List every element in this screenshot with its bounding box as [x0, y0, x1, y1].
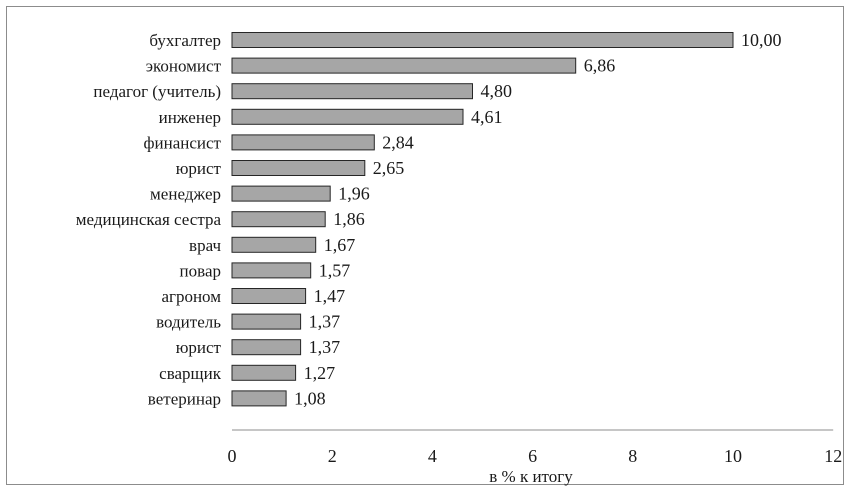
- value-label: 1,08: [294, 388, 326, 408]
- category-label: менеджер: [150, 185, 221, 204]
- category-label: финансист: [144, 133, 222, 152]
- value-label: 1,67: [324, 235, 356, 255]
- bar: [231, 211, 326, 228]
- bar: [231, 57, 577, 74]
- category-label: повар: [180, 261, 221, 280]
- value-label: 10,00: [741, 30, 782, 50]
- category-label: врач: [189, 236, 221, 255]
- value-label: 1,37: [309, 337, 341, 357]
- bar: [231, 160, 366, 176]
- bar: [231, 83, 473, 100]
- category-label: экономист: [146, 57, 222, 76]
- value-labels: 10,00 6,86 4,80 4,61 2,84 2,651,96 1,86 1,67 1,5…: [294, 30, 781, 408]
- category-label: ветеринар: [148, 389, 221, 408]
- x-tick-label: 10: [724, 446, 742, 466]
- category-label: медицинская сестра: [76, 210, 222, 229]
- bar: [231, 390, 287, 407]
- category-label: юрист: [176, 159, 222, 178]
- category-label: инженер: [159, 108, 221, 127]
- value-label: 4,80: [481, 81, 513, 101]
- x-tick-label: 8: [628, 446, 637, 466]
- x-tick-label: 2: [328, 446, 337, 466]
- bar: [231, 262, 312, 279]
- value-label: 1,86: [333, 209, 365, 229]
- value-label: 1,37: [309, 312, 341, 332]
- bar: [231, 185, 331, 202]
- category-label: агроном: [161, 287, 221, 306]
- value-label: 1,27: [304, 363, 336, 383]
- x-tick-label: 0: [228, 446, 237, 466]
- value-label: 1,96: [338, 184, 370, 204]
- bars-group: [231, 32, 734, 407]
- x-axis-title: в % к итогу: [489, 467, 573, 486]
- bar: [231, 364, 297, 381]
- category-label: бухгалтер: [149, 31, 221, 50]
- x-tick-labels: 0 2 4 6 8 10 12: [228, 446, 843, 466]
- category-label: педагог (учитель): [93, 82, 221, 101]
- value-label: 6,86: [584, 56, 616, 76]
- x-tick-label: 6: [528, 446, 537, 466]
- category-labels: бухгалтер экономист педагог (учитель) инжен…: [76, 31, 222, 408]
- category-label: сварщик: [159, 364, 222, 383]
- bar: [231, 313, 302, 330]
- value-label: 1,47: [314, 286, 346, 306]
- value-label: 1,57: [319, 260, 351, 280]
- value-label: 4,61: [471, 107, 503, 127]
- bar: [231, 134, 375, 151]
- category-label: водитель: [156, 313, 221, 332]
- x-tick-label: 4: [428, 446, 437, 466]
- bar: [231, 32, 734, 48]
- bar: [231, 108, 464, 125]
- bar: [231, 288, 307, 304]
- value-label: 2,84: [382, 132, 414, 152]
- bar: [231, 236, 317, 253]
- x-tick-label: 12: [824, 446, 842, 466]
- category-label: юрист: [176, 338, 222, 357]
- value-label: 2,65: [373, 158, 405, 178]
- bar: [231, 339, 302, 356]
